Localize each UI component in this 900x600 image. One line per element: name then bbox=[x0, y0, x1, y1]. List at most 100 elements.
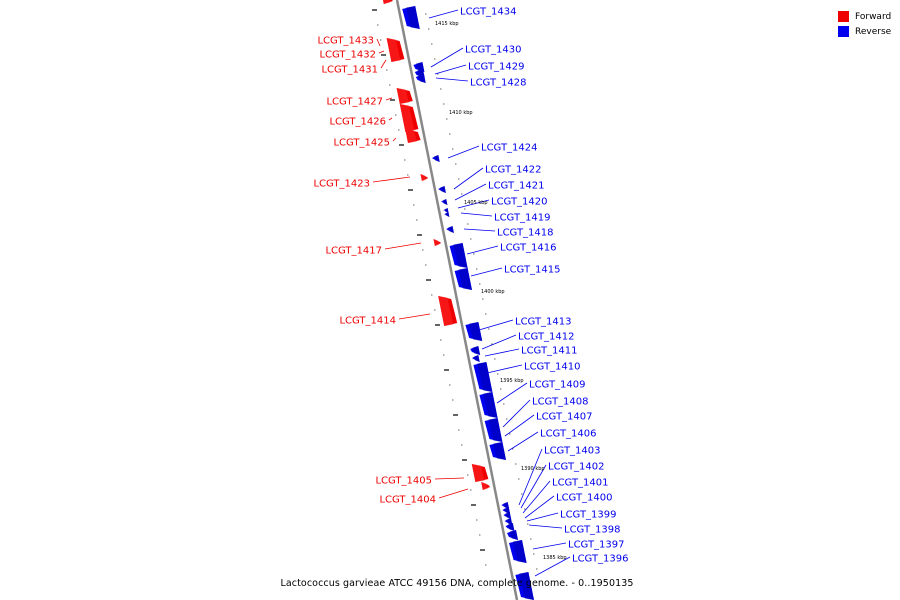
legend-swatch-forward bbox=[838, 11, 849, 22]
forward-gene-block bbox=[433, 239, 442, 246]
reverse-gene-block bbox=[470, 346, 481, 355]
forward-label-leader bbox=[398, 313, 431, 320]
reverse-label-leader bbox=[447, 145, 480, 159]
reverse-label-leader bbox=[481, 334, 517, 350]
reverse-gene-block-shadow bbox=[505, 512, 512, 519]
kbp-marker-label: 1415 kbp bbox=[435, 21, 459, 27]
reverse-gene-label: LCGT_1402 bbox=[548, 462, 605, 473]
kbp-marker-label: 1385 kbp bbox=[543, 555, 567, 561]
reverse-gene-block bbox=[415, 74, 426, 83]
genome-caption-text: Lactococcus garvieae ATCC 49156 DNA, com… bbox=[280, 578, 634, 589]
reverse-gene-block bbox=[402, 6, 420, 29]
reverse-gene-label: LCGT_1416 bbox=[500, 243, 557, 254]
reverse-label-leader bbox=[454, 183, 487, 201]
reverse-gene-label: LCGT_1401 bbox=[552, 478, 609, 489]
forward-gene-label: LCGT_1426 bbox=[329, 117, 386, 128]
reverse-gene-block bbox=[473, 362, 493, 392]
reverse-gene-label: LCGT_1428 bbox=[470, 78, 527, 89]
reverse-label-leader bbox=[457, 199, 490, 209]
forward-gene-label: LCGT_1405 bbox=[375, 476, 432, 487]
reverse-label-leader bbox=[532, 542, 567, 550]
reverse-label-leader bbox=[526, 512, 559, 522]
reverse-gene-label: LCGT_1418 bbox=[497, 228, 554, 239]
forward-gene-label: LCGT_1417 bbox=[325, 246, 382, 257]
reverse-gene-block-shadow bbox=[406, 6, 420, 29]
reverse-label-leader bbox=[502, 399, 531, 428]
legend-swatch-reverse bbox=[838, 26, 849, 37]
forward-gene-label: LCGT_1431 bbox=[321, 65, 378, 76]
reverse-gene-block bbox=[479, 392, 498, 418]
forward-label-leader bbox=[388, 117, 393, 121]
reverse-gene-block-shadow bbox=[512, 540, 527, 563]
kbp-marker-label: 1410 kbp bbox=[449, 110, 473, 116]
reverse-gene-label: LCGT_1398 bbox=[564, 525, 621, 536]
reverse-label-leader bbox=[428, 9, 459, 19]
reverse-gene-block-shadow bbox=[458, 268, 472, 290]
reverse-label-leader bbox=[435, 77, 469, 82]
reverse-gene-block bbox=[438, 186, 446, 193]
forward-gene-label: LCGT_1433 bbox=[317, 36, 374, 47]
kbp-marker-label: 1400 kbp bbox=[481, 289, 505, 295]
forward-gene-block-highlight bbox=[481, 482, 488, 490]
legend: Forward Reverse bbox=[838, 9, 891, 39]
forward-gene-label: LCGT_1423 bbox=[313, 179, 370, 190]
reverse-label-leader bbox=[478, 319, 514, 331]
forward-gene-block-highlight bbox=[386, 38, 401, 62]
reverse-gene-label: LCGT_1421 bbox=[488, 181, 545, 192]
legend-item-reverse: Reverse bbox=[838, 24, 891, 39]
reverse-label-leader bbox=[466, 245, 499, 255]
reverse-label-leader bbox=[518, 448, 543, 506]
reverse-gene-block bbox=[501, 502, 510, 509]
reverse-gene-block bbox=[454, 268, 472, 290]
forward-gene-block bbox=[481, 482, 490, 490]
forward-gene-block-highlight bbox=[438, 296, 454, 326]
reverse-gene-label: LCGT_1413 bbox=[515, 317, 572, 328]
reverse-gene-block bbox=[503, 512, 512, 519]
reverse-gene-block-shadow bbox=[418, 74, 426, 83]
reverse-gene-block bbox=[509, 540, 527, 563]
reverse-gene-block bbox=[465, 322, 483, 341]
reverse-gene-block-shadow bbox=[469, 322, 483, 341]
reverse-label-leader bbox=[507, 431, 539, 452]
forward-gene-block bbox=[471, 464, 489, 482]
forward-gene-label: LCGT_1427 bbox=[326, 97, 383, 108]
forward-gene-block bbox=[382, 0, 393, 4]
reverse-gene-block bbox=[440, 199, 448, 205]
reverse-label-leader bbox=[460, 212, 493, 217]
kbp-marker-label: 1405 kbp bbox=[464, 200, 488, 206]
reverse-gene-label: LCGT_1407 bbox=[536, 412, 593, 423]
kbp-markers: 1415 kbp 1410 kbp 1405 kbp 1400 kbp 1395 kbp… bbox=[435, 21, 567, 561]
reverse-gene-block-shadow bbox=[442, 199, 448, 205]
reverse-gene-label: LCGT_1420 bbox=[491, 197, 548, 208]
reverse-label-leader bbox=[470, 267, 503, 277]
reverse-label-leader bbox=[504, 414, 535, 437]
reverse-gene-block-shadow bbox=[488, 418, 503, 442]
reverse-gene-label: LCGT_1429 bbox=[468, 62, 525, 73]
reverse-label-leader bbox=[522, 480, 551, 514]
reverse-gene-block-shadow bbox=[440, 186, 446, 193]
reverse-gene-block bbox=[472, 355, 480, 362]
reverse-gene-block-shadow bbox=[448, 226, 454, 233]
forward-label-leader bbox=[434, 477, 465, 480]
reverse-gene-label: LCGT_1422 bbox=[485, 165, 542, 176]
reverse-gene-block bbox=[507, 530, 518, 540]
forward-gene-block bbox=[396, 88, 413, 104]
reverse-label-leader bbox=[463, 228, 496, 232]
forward-gene-block-highlight bbox=[471, 464, 485, 482]
forward-gene-block-highlight bbox=[382, 0, 391, 4]
reverse-gene-label: LCGT_1406 bbox=[540, 429, 597, 440]
forward-gene-block bbox=[399, 104, 419, 132]
reverse-gene-block bbox=[442, 208, 449, 213]
forward-label-leader bbox=[384, 242, 422, 250]
reverse-gene-block-shadow bbox=[519, 572, 534, 600]
forward-gene-block-highlight bbox=[399, 104, 415, 132]
reverse-gene-label: LCGT_1430 bbox=[465, 45, 522, 56]
forward-gene-block bbox=[405, 129, 421, 143]
reverse-label-leader bbox=[534, 556, 571, 577]
reverse-label-leader bbox=[484, 348, 520, 357]
reverse-gene-label: LCGT_1415 bbox=[504, 265, 561, 276]
reverse-gene-block bbox=[502, 507, 511, 514]
reverse-gene-block-shadow bbox=[509, 530, 518, 540]
forward-label-leader bbox=[438, 488, 469, 499]
